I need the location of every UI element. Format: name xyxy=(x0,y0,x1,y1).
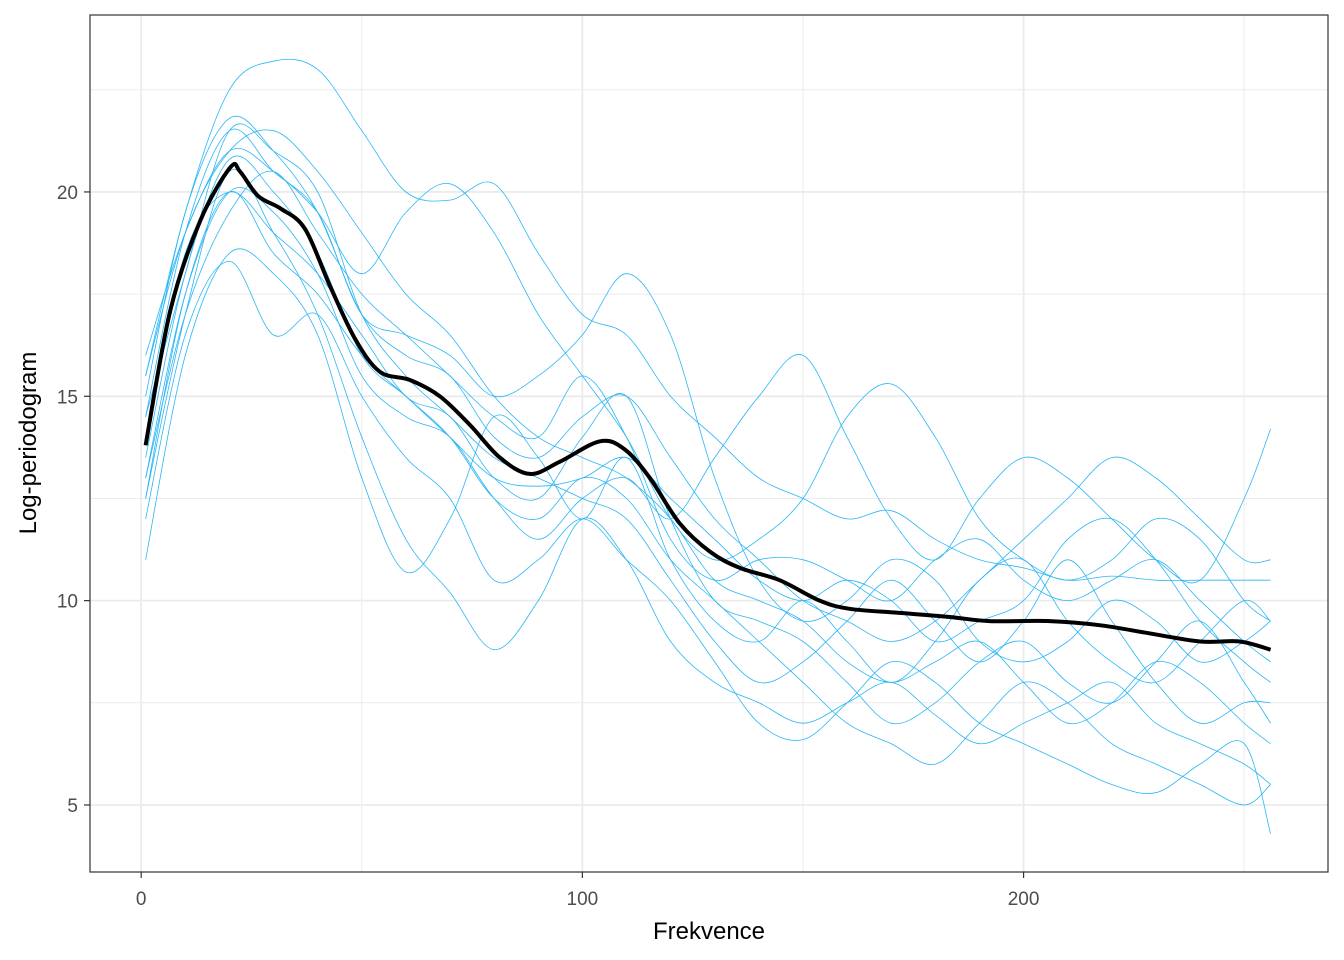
periodogram-curve-10 xyxy=(145,191,1271,725)
y-tick-label: 10 xyxy=(57,592,78,613)
periodogram-curve-1 xyxy=(145,58,1271,581)
periodogram-curve-12 xyxy=(145,123,1271,724)
panel-border xyxy=(89,14,1329,873)
periodogram-curve-14 xyxy=(145,129,1271,745)
mean-line-group xyxy=(143,161,1272,652)
y-tick-label: 15 xyxy=(57,387,78,408)
x-tick-label: 0 xyxy=(136,889,147,910)
x-tick-label: 100 xyxy=(567,889,599,910)
grid xyxy=(90,15,1328,872)
periodogram-curve-4 xyxy=(145,128,1271,663)
ticks: 0 100 200 5 10 15 20 xyxy=(57,183,1040,910)
periodogram-curve-11 xyxy=(145,170,1271,663)
x-axis-title: Frekvence xyxy=(653,918,765,945)
periodogram-curve-8 xyxy=(145,260,1271,834)
mean-periodogram-line xyxy=(143,161,1272,652)
y-axis-title: Log-periodogram xyxy=(15,352,42,535)
periodogram-curve-13 xyxy=(145,191,1271,683)
y-tick-label: 20 xyxy=(57,183,78,204)
periodogram-curve-5 xyxy=(145,187,1271,584)
x-tick-label: 200 xyxy=(1008,889,1040,910)
y-tick-label: 5 xyxy=(67,796,78,817)
periodogram-curve-9 xyxy=(145,115,1271,642)
periodogram-curve-2 xyxy=(145,168,1271,785)
